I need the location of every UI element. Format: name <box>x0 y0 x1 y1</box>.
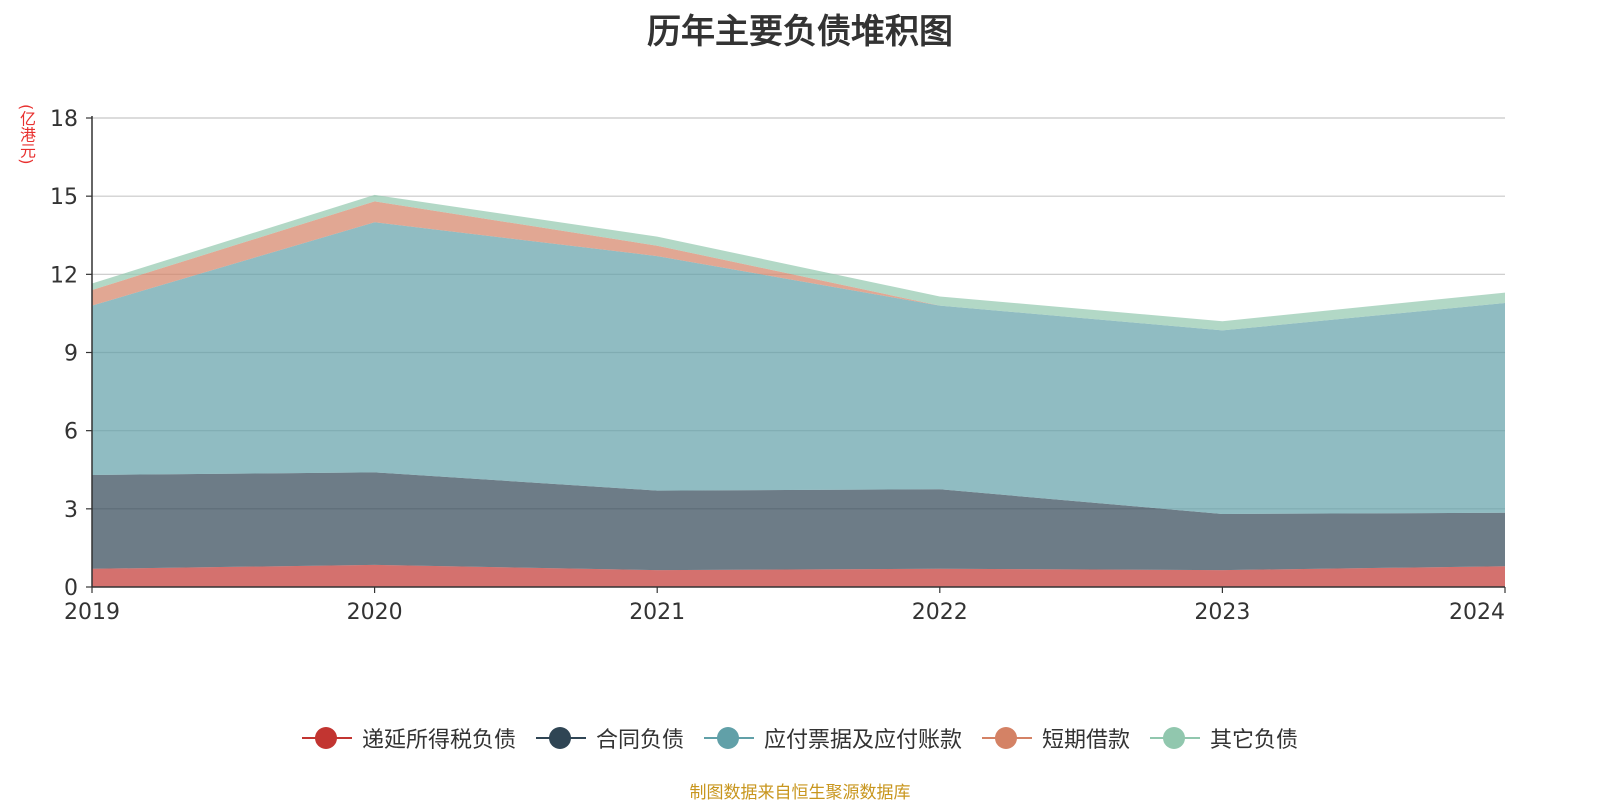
chart-title: 历年主要负债堆积图 <box>647 12 953 52</box>
legend-label: 应付票据及应付账款 <box>763 728 962 753</box>
legend-item-3[interactable]: 短期借款 <box>982 722 1130 754</box>
area-series-2 <box>92 222 1505 514</box>
source-note: 制图数据来自恒生聚源数据库 <box>689 783 911 803</box>
area-series-layer <box>92 194 1505 587</box>
area-series-0 <box>92 564 1505 587</box>
y-tick-label-2: 6 <box>64 420 78 445</box>
y-tick-label-5: 15 <box>50 185 78 210</box>
legend-label: 合同负债 <box>595 728 684 753</box>
legend-label: 递延所得税负债 <box>361 728 516 753</box>
legend: 递延所得税负债 合同负债 应付票据及应付账款 短期借款 其它负债 <box>0 720 1600 756</box>
axes: 0 3 6 9 12 15 18 2019 2020 2021 2022 2023 2024 <box>50 107 1506 625</box>
stacked-area-chart: 0 3 6 9 12 15 18 2019 2020 2021 2022 2023 2024 <box>50 107 1506 625</box>
legend-item-0[interactable]: 递延所得税负债 <box>301 722 516 754</box>
x-tick-label-5: 2024 <box>1449 600 1505 625</box>
legend-item-4[interactable]: 其它负债 <box>1150 722 1298 754</box>
legend-item-1[interactable]: 合同负债 <box>535 722 684 754</box>
area-series-1 <box>92 472 1505 571</box>
legend-item-2[interactable]: 应付票据及应付账款 <box>703 722 962 754</box>
x-tick-label-2: 2021 <box>629 600 685 625</box>
legend-marker-icon <box>982 726 1032 750</box>
x-tick-label-4: 2023 <box>1194 600 1250 625</box>
legend-label: 其它负债 <box>1210 728 1299 753</box>
y-tick-label-3: 9 <box>64 342 78 367</box>
y-axis-unit-label: (亿港元) <box>17 104 36 165</box>
x-tick-label-3: 2022 <box>912 600 968 625</box>
y-tick-label-6: 18 <box>50 107 78 132</box>
legend-marker-icon <box>535 726 586 750</box>
y-tick-label-1: 3 <box>64 498 78 523</box>
y-tick-label-4: 12 <box>50 263 78 288</box>
x-tick-label-1: 2020 <box>347 600 403 625</box>
legend-marker-icon <box>301 726 352 750</box>
legend-marker-icon <box>703 726 754 750</box>
legend-marker-icon <box>1150 726 1201 750</box>
legend-label: 短期借款 <box>1042 728 1131 753</box>
x-tick-label-0: 2019 <box>64 600 120 625</box>
y-tick-label-0: 0 <box>64 576 78 601</box>
